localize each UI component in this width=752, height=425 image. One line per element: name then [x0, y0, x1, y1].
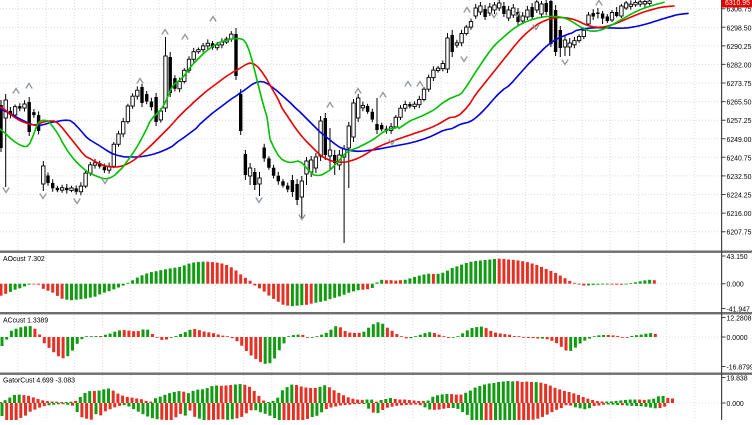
svg-text:ACcust 1.3389: ACcust 1.3389	[3, 318, 48, 325]
svg-text:0.000: 0.000	[727, 282, 744, 289]
svg-text:6282.00: 6282.00	[727, 62, 752, 69]
svg-text:-41.947: -41.947	[727, 307, 751, 314]
svg-text:12.2808: 12.2808	[727, 316, 752, 323]
svg-text:-16.8799: -16.8799	[727, 365, 752, 372]
svg-text:6298.50: 6298.50	[727, 25, 752, 32]
svg-text:6310.95: 6310.95	[725, 0, 750, 7]
svg-text:6240.75: 6240.75	[727, 155, 752, 162]
svg-text:6257.25: 6257.25	[727, 118, 752, 125]
svg-text:6249.00: 6249.00	[727, 137, 752, 144]
svg-text:6306.75: 6306.75	[727, 7, 752, 14]
svg-text:0.0000: 0.0000	[727, 335, 748, 342]
svg-text:6232.50: 6232.50	[727, 174, 752, 181]
svg-text:19.838: 19.838	[727, 376, 748, 383]
svg-text:0.000: 0.000	[727, 401, 744, 408]
svg-text:6224.25: 6224.25	[727, 193, 752, 200]
svg-text:6290.25: 6290.25	[727, 44, 752, 51]
svg-text:GatorCust 4.699 -3.083: GatorCust 4.699 -3.083	[3, 378, 75, 385]
svg-text:6216.00: 6216.00	[727, 211, 752, 218]
svg-text:AOcust 7.302: AOcust 7.302	[3, 256, 45, 263]
svg-text:6265.50: 6265.50	[727, 100, 752, 107]
svg-text:6207.75: 6207.75	[727, 230, 752, 237]
svg-text:43.150: 43.150	[727, 254, 748, 261]
svg-text:6273.75: 6273.75	[727, 81, 752, 88]
